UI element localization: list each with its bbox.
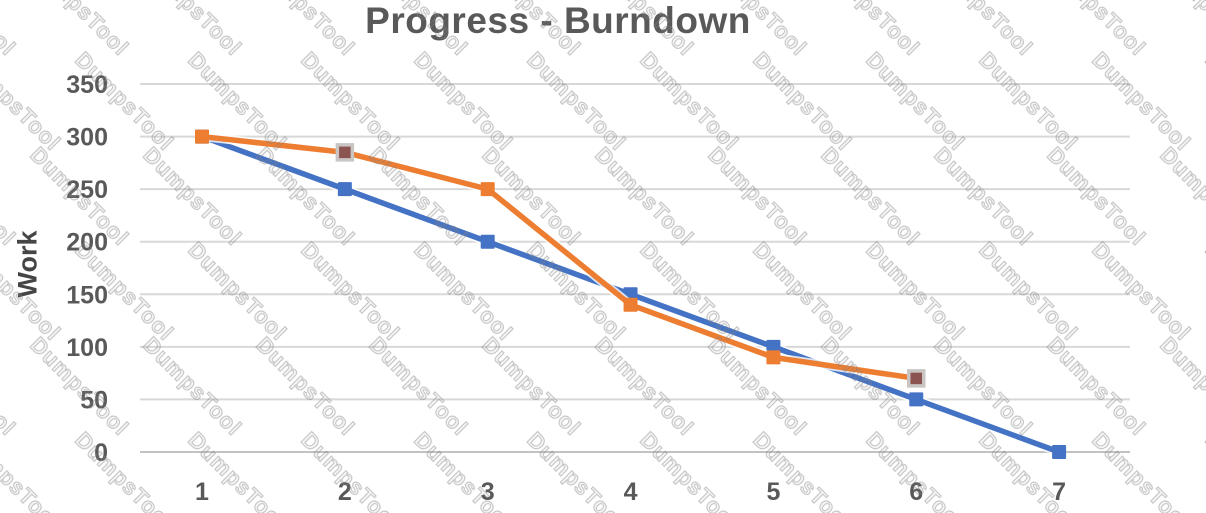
y-tick-label: 150 xyxy=(66,281,108,309)
x-tick-label: 3 xyxy=(481,478,495,506)
blue-line-marker xyxy=(909,392,924,407)
y-tick-label: 0 xyxy=(94,439,108,467)
chart-title: Progress - Burndown xyxy=(365,0,751,41)
orange-line-marker xyxy=(480,182,495,197)
highlighted-point-marker xyxy=(907,369,926,388)
x-tick-label: 6 xyxy=(909,478,923,506)
orange-line-marker xyxy=(195,129,209,144)
x-tick-label: 2 xyxy=(338,478,352,506)
x-tick-label: 7 xyxy=(1052,478,1066,506)
blue-line-marker xyxy=(1052,445,1067,459)
x-tick-label: 1 xyxy=(195,478,209,506)
orange-line xyxy=(199,133,919,382)
orange-line-marker xyxy=(623,297,638,312)
y-tick-label: 250 xyxy=(66,176,108,204)
orange-line-marker xyxy=(766,350,781,365)
y-tick-label: 300 xyxy=(66,124,108,152)
y-axis-title: Work xyxy=(12,230,43,298)
highlighted-point-marker xyxy=(335,143,355,162)
y-tick-label: 200 xyxy=(66,229,108,257)
blue-line-marker xyxy=(766,339,781,354)
y-tick-label: 100 xyxy=(66,334,108,362)
y-tick-label: 50 xyxy=(80,386,108,414)
blue-line-marker xyxy=(480,234,495,249)
blue-line-marker xyxy=(337,182,352,197)
y-tick-label: 350 xyxy=(66,71,108,99)
x-tick-label: 4 xyxy=(624,478,638,506)
x-tick-label: 5 xyxy=(766,478,780,506)
